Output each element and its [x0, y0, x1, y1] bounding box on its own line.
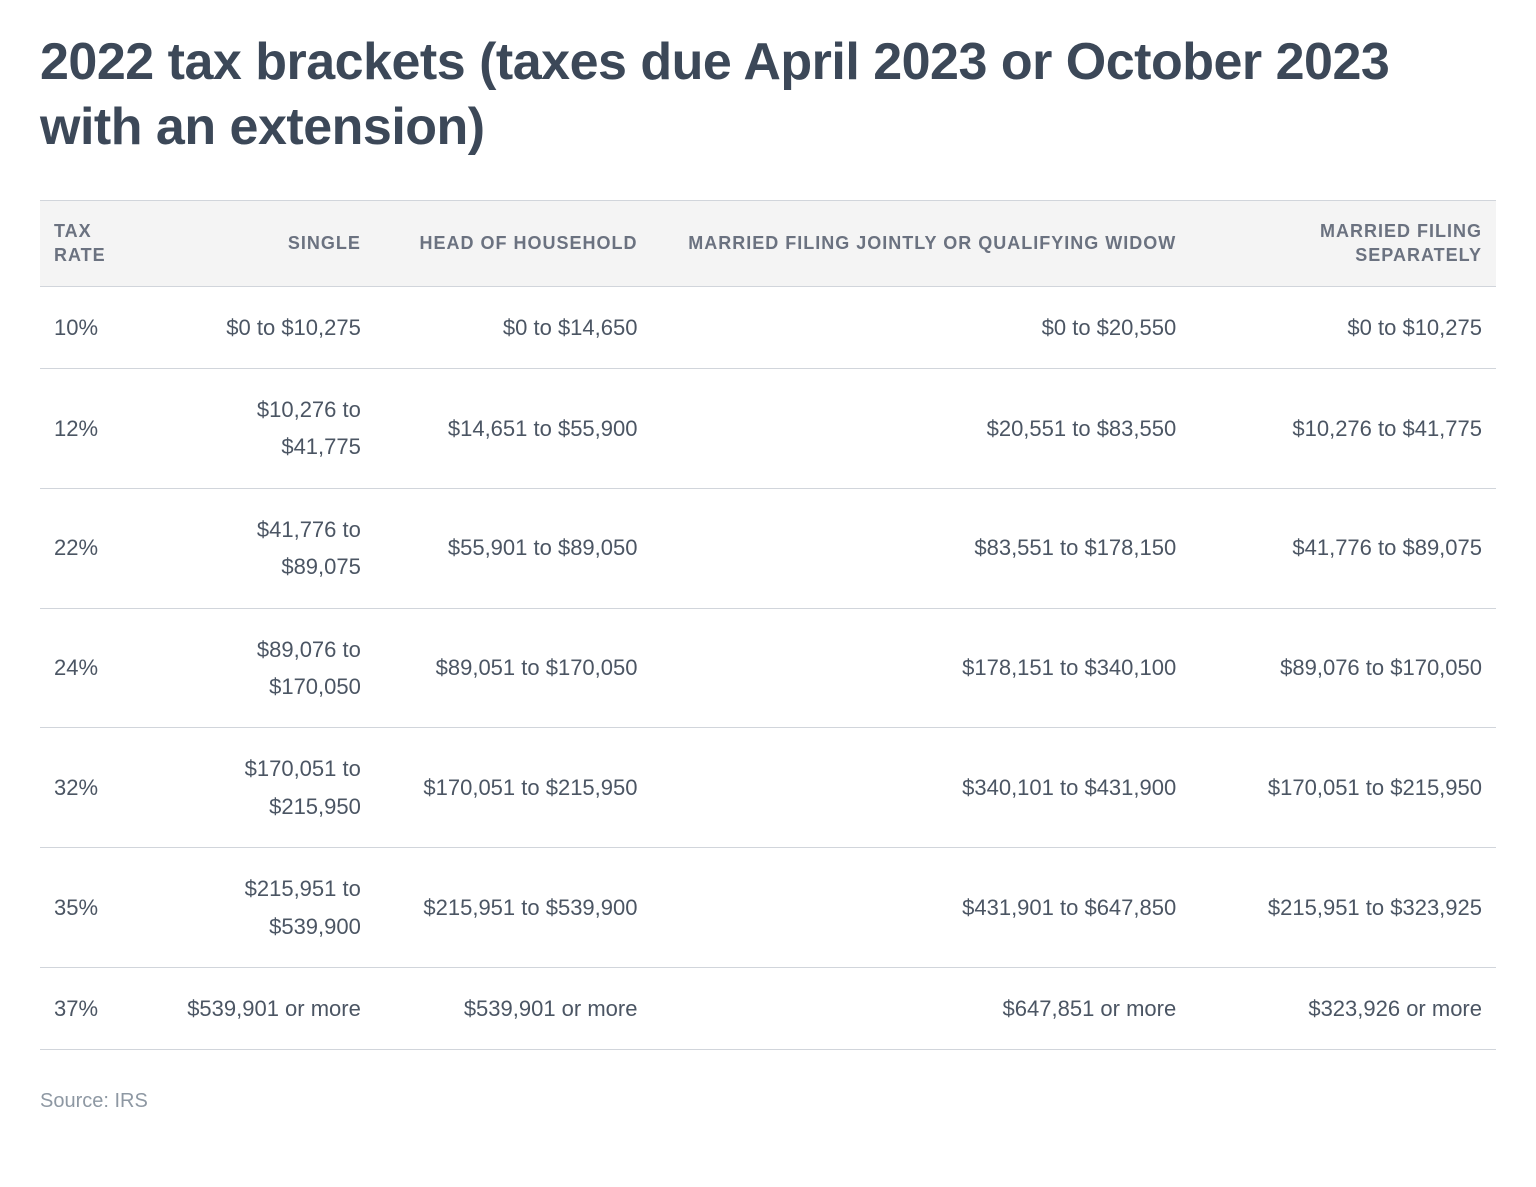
table-row: 22% $41,776 to $89,075 $55,901 to $89,05…: [40, 488, 1496, 608]
cell-mfj: $0 to $20,550: [651, 286, 1190, 368]
cell-single: $170,051 to $215,950: [156, 728, 374, 848]
table-row: 32% $170,051 to $215,950 $170,051 to $21…: [40, 728, 1496, 848]
col-header-mfs: MARRIED FILING SEPARATELY: [1190, 201, 1496, 287]
cell-mfj: $178,151 to $340,100: [651, 608, 1190, 728]
cell-rate: 32%: [40, 728, 156, 848]
page-title: 2022 tax brackets (taxes due April 2023 …: [40, 30, 1496, 160]
cell-mfs: $89,076 to $170,050: [1190, 608, 1496, 728]
table-header-row: TAX RATE SINGLE HEAD OF HOUSEHOLD MARRIE…: [40, 201, 1496, 287]
cell-single: $539,901 or more: [156, 967, 374, 1049]
cell-rate: 12%: [40, 368, 156, 488]
cell-single: $10,276 to $41,775: [156, 368, 374, 488]
cell-mfs: $170,051 to $215,950: [1190, 728, 1496, 848]
table-row: 37% $539,901 or more $539,901 or more $6…: [40, 967, 1496, 1049]
cell-single: $215,951 to $539,900: [156, 848, 374, 968]
cell-mfj: $83,551 to $178,150: [651, 488, 1190, 608]
table-row: 10% $0 to $10,275 $0 to $14,650 $0 to $2…: [40, 286, 1496, 368]
table-row: 24% $89,076 to $170,050 $89,051 to $170,…: [40, 608, 1496, 728]
source-citation: Source: IRS: [40, 1090, 1496, 1113]
cell-single: $41,776 to $89,075: [156, 488, 374, 608]
cell-hoh: $0 to $14,650: [375, 286, 652, 368]
tax-bracket-table: TAX RATE SINGLE HEAD OF HOUSEHOLD MARRIE…: [40, 200, 1496, 1050]
cell-mfj: $647,851 or more: [651, 967, 1190, 1049]
cell-single: $89,076 to $170,050: [156, 608, 374, 728]
cell-hoh: $539,901 or more: [375, 967, 652, 1049]
cell-mfj: $340,101 to $431,900: [651, 728, 1190, 848]
cell-rate: 24%: [40, 608, 156, 728]
cell-mfs: $10,276 to $41,775: [1190, 368, 1496, 488]
col-header-rate: TAX RATE: [40, 201, 156, 287]
cell-mfs: $41,776 to $89,075: [1190, 488, 1496, 608]
cell-rate: 22%: [40, 488, 156, 608]
cell-mfs: $323,926 or more: [1190, 967, 1496, 1049]
cell-hoh: $55,901 to $89,050: [375, 488, 652, 608]
col-header-mfj: MARRIED FILING JOINTLY OR QUALIFYING WID…: [651, 201, 1190, 287]
cell-hoh: $89,051 to $170,050: [375, 608, 652, 728]
cell-hoh: $215,951 to $539,900: [375, 848, 652, 968]
cell-mfj: $431,901 to $647,850: [651, 848, 1190, 968]
cell-hoh: $14,651 to $55,900: [375, 368, 652, 488]
cell-mfs: $0 to $10,275: [1190, 286, 1496, 368]
col-header-hoh: HEAD OF HOUSEHOLD: [375, 201, 652, 287]
table-row: 12% $10,276 to $41,775 $14,651 to $55,90…: [40, 368, 1496, 488]
cell-single: $0 to $10,275: [156, 286, 374, 368]
cell-rate: 35%: [40, 848, 156, 968]
table-row: 35% $215,951 to $539,900 $215,951 to $53…: [40, 848, 1496, 968]
cell-mfs: $215,951 to $323,925: [1190, 848, 1496, 968]
cell-rate: 37%: [40, 967, 156, 1049]
col-header-single: SINGLE: [156, 201, 374, 287]
cell-hoh: $170,051 to $215,950: [375, 728, 652, 848]
cell-mfj: $20,551 to $83,550: [651, 368, 1190, 488]
cell-rate: 10%: [40, 286, 156, 368]
